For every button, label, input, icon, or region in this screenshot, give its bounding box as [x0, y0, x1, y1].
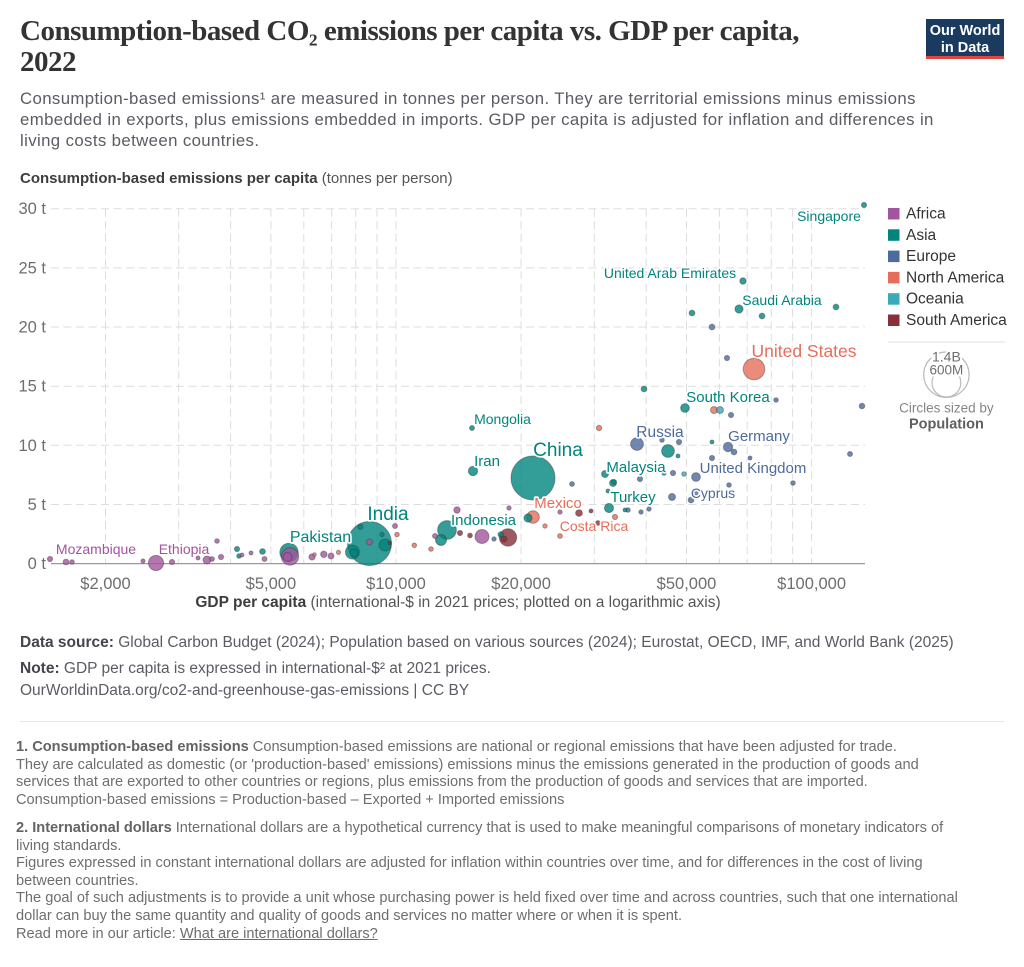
svg-text:Europe: Europe [906, 248, 956, 265]
svg-text:0 t: 0 t [28, 555, 47, 573]
svg-text:$10,000: $10,000 [366, 575, 426, 593]
svg-text:600M: 600M [930, 363, 964, 378]
svg-text:Singapore: Singapore [797, 208, 861, 224]
svg-text:United Arab Emirates: United Arab Emirates [604, 265, 736, 281]
svg-text:25 t: 25 t [18, 259, 46, 277]
svg-text:Malaysia: Malaysia [606, 459, 666, 476]
svg-text:India: India [367, 504, 409, 525]
svg-text:$20,000: $20,000 [491, 575, 551, 593]
svg-text:Ethiopia: Ethiopia [159, 541, 210, 557]
svg-text:United States: United States [751, 341, 856, 361]
svg-text:Cyprus: Cyprus [691, 485, 735, 501]
svg-text:20 t: 20 t [18, 319, 46, 337]
svg-text:Turkey: Turkey [610, 489, 656, 506]
svg-text:Mozambique: Mozambique [56, 541, 136, 557]
svg-text:$100,000: $100,000 [777, 575, 846, 593]
svg-text:Costa Rica: Costa Rica [560, 518, 629, 534]
svg-text:Circles sized by: Circles sized by [899, 401, 994, 416]
svg-text:Mongolia: Mongolia [474, 411, 531, 427]
svg-text:1.4B: 1.4B [932, 349, 961, 365]
svg-text:Asia: Asia [906, 227, 937, 244]
svg-text:Saudi Arabia: Saudi Arabia [742, 292, 822, 308]
svg-text:South America: South America [906, 312, 1007, 329]
svg-text:Germany: Germany [728, 428, 790, 445]
svg-text:Population: Population [909, 417, 984, 433]
svg-text:$2,000: $2,000 [80, 575, 130, 593]
svg-text:Indonesia: Indonesia [451, 512, 517, 529]
svg-text:10 t: 10 t [18, 437, 46, 455]
svg-text:Mexico: Mexico [534, 495, 582, 512]
svg-text:China: China [533, 440, 583, 461]
svg-text:Iran: Iran [474, 453, 500, 470]
svg-text:South Korea: South Korea [686, 389, 770, 406]
svg-text:Oceania: Oceania [906, 291, 964, 308]
svg-text:Pakistan: Pakistan [290, 529, 351, 546]
svg-text:North America: North America [906, 269, 1005, 286]
svg-text:United Kingdom: United Kingdom [700, 460, 807, 477]
svg-text:$50,000: $50,000 [657, 575, 717, 593]
svg-text:15 t: 15 t [18, 378, 46, 396]
svg-text:5 t: 5 t [28, 496, 47, 514]
svg-text:$5,000: $5,000 [246, 575, 296, 593]
svg-text:30 t: 30 t [18, 200, 46, 218]
svg-text:Africa: Africa [906, 206, 946, 223]
svg-text:Russia: Russia [636, 424, 684, 441]
